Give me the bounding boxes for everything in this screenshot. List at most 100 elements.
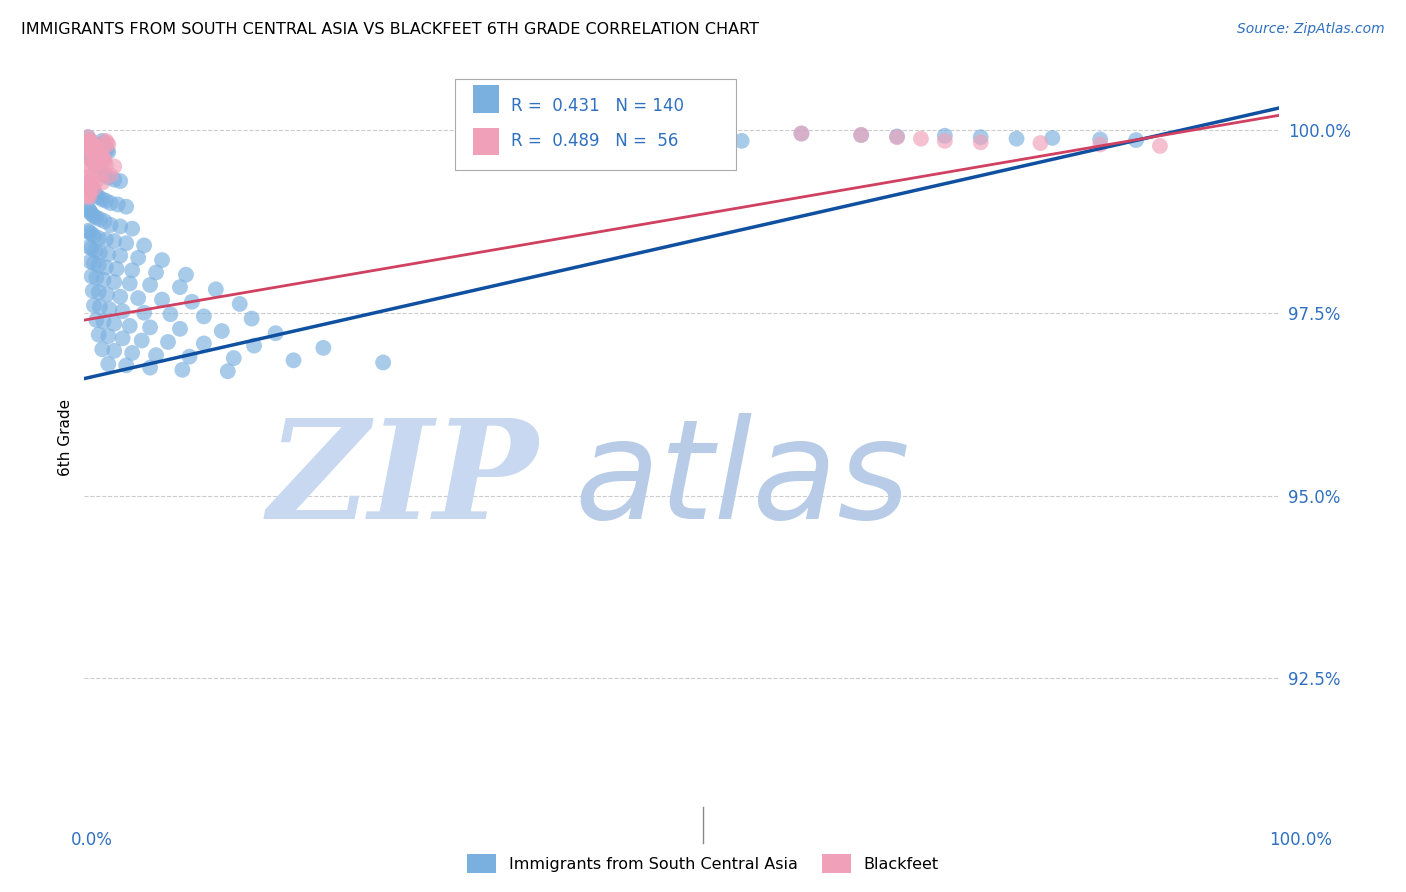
Point: [84, 244, 107, 258]
Point: [80, 227, 103, 241]
Text: 0.0%: 0.0%: [70, 831, 112, 849]
Point: [82, 139, 104, 153]
Point: [90, 148, 112, 162]
Point: [205, 282, 228, 296]
Point: [110, 174, 132, 188]
Point: [90, 150, 112, 164]
Point: [96, 144, 118, 158]
Point: [83, 139, 105, 153]
FancyBboxPatch shape: [456, 78, 735, 170]
Point: [264, 326, 287, 341]
Point: [229, 297, 252, 311]
Point: [77, 225, 100, 239]
Point: [77, 139, 100, 153]
Point: [1090, 137, 1112, 152]
Point: [115, 359, 138, 373]
Point: [910, 131, 932, 145]
Point: [89, 146, 111, 161]
Point: [89, 212, 111, 227]
Point: [851, 128, 873, 142]
Point: [851, 128, 873, 142]
Point: [103, 234, 125, 248]
Point: [89, 245, 111, 260]
Point: [193, 310, 215, 324]
Point: [86, 313, 108, 327]
Point: [87, 163, 110, 178]
Point: [96, 287, 118, 301]
Point: [93, 136, 115, 150]
Point: [77, 188, 100, 202]
Point: [80, 136, 103, 150]
Point: [131, 334, 153, 348]
Point: [94, 141, 117, 155]
Point: [174, 268, 197, 282]
Point: [111, 304, 134, 318]
Point: [77, 178, 100, 192]
FancyBboxPatch shape: [472, 128, 499, 155]
Point: [105, 261, 128, 276]
Point: [132, 306, 156, 320]
Point: [150, 293, 173, 307]
Point: [1090, 132, 1112, 146]
Point: [100, 218, 122, 232]
Point: [86, 165, 108, 179]
Point: [79, 134, 101, 148]
Point: [91, 150, 114, 164]
Point: [115, 200, 138, 214]
Point: [83, 209, 105, 223]
Point: [97, 170, 120, 185]
Point: [97, 357, 120, 371]
Point: [169, 322, 191, 336]
Point: [886, 129, 908, 144]
Point: [103, 275, 125, 289]
Point: [83, 185, 105, 199]
Point: [77, 190, 100, 204]
Point: [77, 201, 100, 215]
Point: [127, 291, 149, 305]
Point: [179, 350, 201, 364]
Point: [110, 249, 132, 263]
Point: [80, 172, 103, 186]
Point: [103, 317, 125, 331]
Point: [240, 311, 263, 326]
Point: [1125, 133, 1147, 147]
Point: [118, 318, 141, 333]
Point: [87, 148, 110, 162]
Legend: Immigrants from South Central Asia, Blackfeet: Immigrants from South Central Asia, Blac…: [461, 847, 945, 880]
Point: [103, 160, 125, 174]
Point: [79, 141, 101, 155]
Point: [110, 219, 132, 234]
Point: [93, 152, 115, 166]
Point: [283, 353, 305, 368]
Point: [97, 329, 120, 343]
Point: [89, 164, 111, 178]
Point: [94, 233, 117, 247]
Point: [91, 343, 114, 357]
Point: [77, 203, 100, 218]
Point: [77, 137, 100, 152]
Point: [93, 314, 115, 328]
Point: [87, 190, 110, 204]
Point: [77, 183, 100, 197]
Point: [77, 130, 100, 145]
Point: [94, 260, 117, 275]
Point: [82, 153, 104, 168]
Point: [83, 181, 105, 195]
Point: [77, 148, 100, 162]
Point: [83, 153, 105, 168]
Point: [84, 158, 107, 172]
Point: [139, 360, 162, 375]
Point: [91, 134, 114, 148]
Point: [181, 294, 204, 309]
Point: [82, 183, 104, 197]
Point: [79, 254, 101, 268]
Point: [82, 284, 104, 298]
Point: [94, 134, 117, 148]
Point: [91, 176, 114, 190]
Point: [671, 130, 693, 145]
Point: [79, 152, 101, 166]
Point: [157, 334, 180, 349]
Point: [93, 139, 115, 153]
Point: [80, 269, 103, 284]
Point: [87, 285, 110, 300]
